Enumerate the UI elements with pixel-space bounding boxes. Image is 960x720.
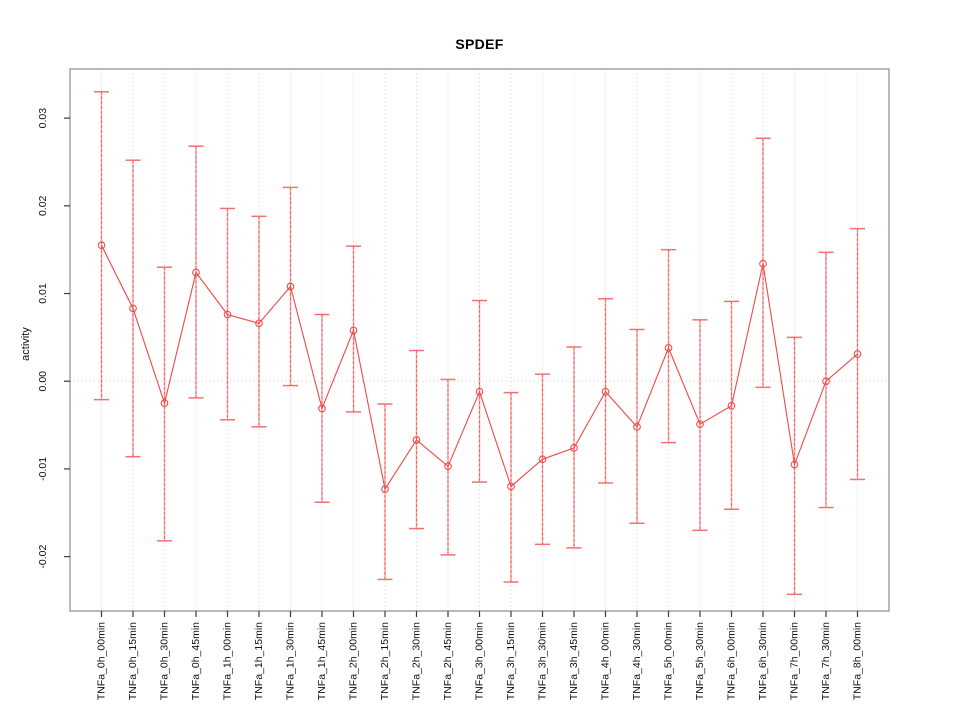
x-tick-label: TNFa_6h_00min	[726, 622, 738, 700]
chart-title: SPDEF	[455, 36, 504, 52]
data-point-marker	[381, 485, 389, 493]
data-point-marker	[853, 350, 862, 358]
y-tick-label: 0.00	[37, 371, 49, 392]
data-point-marker	[286, 282, 295, 291]
x-tick-label: TNFa_7h_00min	[789, 622, 801, 700]
data-point-marker	[192, 268, 200, 277]
y-tick-label: 0.02	[37, 195, 49, 216]
x-tick-label: TNFa_2h_00min	[348, 622, 360, 700]
data-point-marker	[727, 401, 736, 410]
x-tick-label: TNFa_3h_30min	[537, 622, 549, 700]
x-tick-label: TNFa_1h_15min	[253, 622, 265, 700]
x-tick-label: TNFa_0h_15min	[127, 622, 139, 700]
x-tick-label: TNFa_2h_30min	[411, 622, 423, 700]
series-line	[100, 245, 858, 491]
x-tick-label: TNFa_5h_30min	[694, 622, 706, 700]
data-point-marker	[790, 460, 799, 469]
data-point-marker	[570, 444, 578, 452]
x-tick-label: TNFa_3h_45min	[568, 622, 580, 700]
x-tick-label: TNFa_1h_30min	[285, 622, 297, 700]
x-tick-label: TNFa_8h_00min	[852, 622, 864, 700]
data-point-marker	[664, 344, 673, 352]
x-tick-label: TNFa_3h_15min	[505, 622, 517, 700]
data-point-marker	[696, 420, 704, 429]
y-tick-label: 0.01	[37, 283, 49, 304]
data-point-marker	[97, 241, 106, 250]
x-tick-label: TNFa_3h_00min	[474, 622, 486, 700]
data-point-marker	[601, 387, 610, 396]
data-point-marker	[759, 259, 767, 268]
x-tick-label: TNFa_1h_00min	[222, 622, 234, 700]
data-point-marker	[538, 455, 547, 464]
x-tick-label: TNFa_6h_30min	[757, 622, 769, 700]
x-tick-label: TNFa_5h_00min	[663, 622, 675, 700]
x-tick-label: TNFa_2h_45min	[442, 622, 454, 700]
data-point-marker	[444, 462, 452, 471]
data-point-marker	[160, 399, 169, 407]
x-tick-label: TNFa_4h_30min	[631, 622, 643, 700]
x-tick-label: TNFa_1h_45min	[316, 622, 328, 700]
y-tick-label: -0.01	[37, 457, 49, 481]
x-tick-label: TNFa_4h_00min	[600, 622, 612, 700]
data-point-marker	[475, 387, 484, 396]
data-point-marker	[129, 304, 137, 313]
x-tick-label: TNFa_0h_00min	[96, 622, 108, 700]
data-point-marker	[412, 436, 421, 444]
data-point-marker	[633, 422, 641, 431]
data-point-marker	[507, 482, 515, 491]
data-point-marker	[318, 404, 326, 413]
y-tick-label: -0.02	[37, 545, 49, 569]
data-point-marker	[255, 319, 263, 328]
x-tick-label: TNFa_7h_30min	[820, 622, 832, 700]
x-tick-label: TNFa_2h_15min	[379, 622, 391, 700]
data-point-marker	[223, 310, 232, 319]
x-tick-label: TNFa_0h_30min	[159, 622, 171, 700]
x-tick-label: TNFa_0h_45min	[190, 622, 202, 700]
data-point-marker	[822, 377, 830, 386]
y-tick-label: 0.03	[37, 108, 49, 129]
data-point-marker	[349, 326, 358, 335]
